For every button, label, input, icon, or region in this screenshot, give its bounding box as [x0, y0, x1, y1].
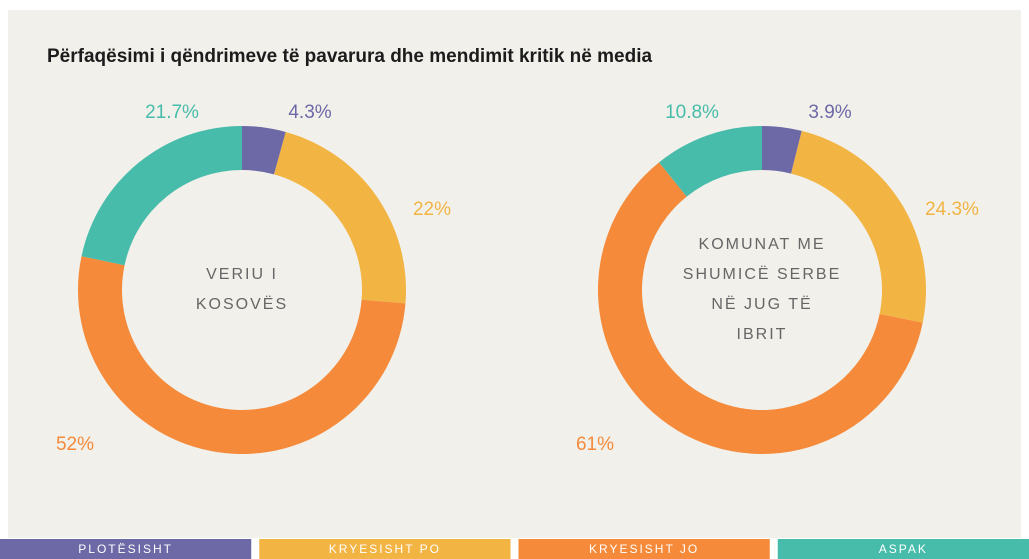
value-label: 10.8%: [665, 102, 719, 123]
legend-swatch: [0, 539, 252, 559]
legend-label: KRYESISHT PO: [329, 542, 441, 556]
value-label: 21.7%: [145, 102, 199, 123]
legend-label: ASPAK: [879, 542, 928, 556]
center-label: NË JUG TË: [711, 295, 812, 313]
donut-segment: [791, 130, 926, 323]
center-label: SHUMICË SERBE: [683, 265, 841, 283]
legend-label: PLOTËSISHT: [78, 542, 173, 556]
center-label: IBRIT: [737, 326, 788, 343]
center-label: KOMUNAT ME: [699, 236, 826, 253]
donut-segment: [242, 126, 286, 175]
legend-label: KRYESISHT JO: [589, 542, 699, 556]
donut-segment: [274, 131, 406, 304]
legend-swatch: [518, 539, 770, 559]
legend-swatch: [259, 539, 511, 559]
donut-segment: [762, 126, 802, 174]
donut-segment: [659, 126, 762, 197]
value-label: 22%: [413, 199, 451, 220]
value-label: 3.9%: [808, 102, 851, 123]
center-label: KOSOVËS: [196, 295, 288, 313]
background: [8, 10, 1021, 538]
center-label: VERIU I: [206, 266, 278, 283]
donut-segment: [78, 256, 406, 454]
value-label: 61%: [576, 434, 614, 455]
value-label: 4.3%: [288, 102, 331, 123]
chart-title: Përfaqësimi i qëndrimeve të pavarura dhe…: [47, 46, 652, 67]
value-label: 24.3%: [925, 199, 979, 220]
donut-segment: [81, 126, 243, 266]
legend-swatch: [777, 539, 1029, 559]
donut-segment: [598, 162, 923, 454]
value-label: 52%: [56, 434, 94, 455]
